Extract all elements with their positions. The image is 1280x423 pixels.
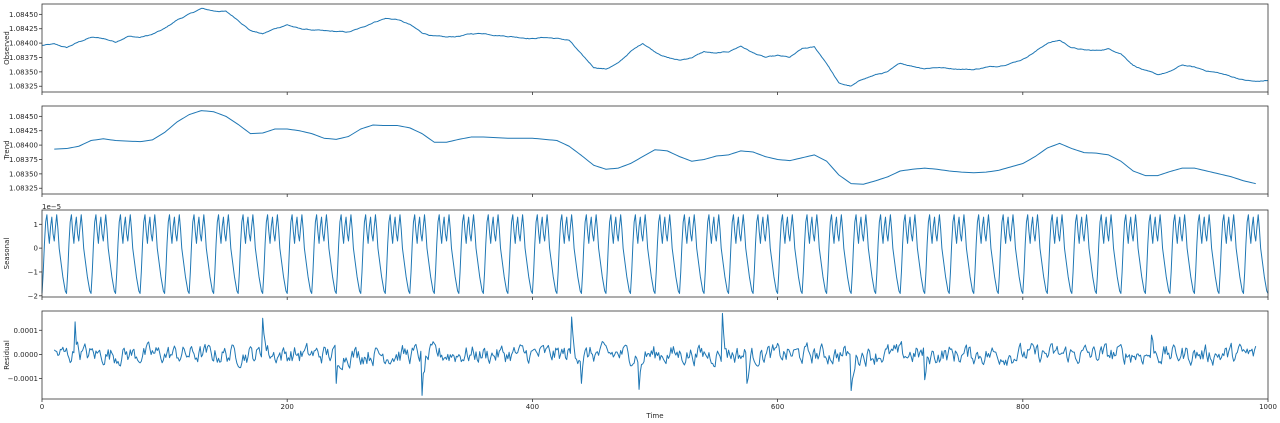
axes-frame bbox=[41, 105, 1269, 195]
y-axis-label: Trend bbox=[3, 140, 11, 160]
y-tick-label: 1.08375 bbox=[9, 54, 38, 62]
y-axis-label: Residual bbox=[3, 340, 11, 370]
y-tick-label: 1.08425 bbox=[9, 25, 38, 33]
y-tick-label: 1.08350 bbox=[9, 68, 38, 76]
series-line-observed bbox=[41, 7, 1269, 87]
y-tick-label: 1.08325 bbox=[9, 83, 38, 91]
y-tick-label: 0.0000 bbox=[14, 351, 39, 359]
y-tick-label: −2 bbox=[28, 292, 38, 300]
y-tick-label: 1.08400 bbox=[9, 142, 38, 150]
y-tick-label: 1.08350 bbox=[9, 170, 38, 178]
panel-trend: 1.08325 1.08350 1.08375 1.08400 1.08425 1.084… bbox=[3, 105, 1269, 197]
y-axis-label: Observed bbox=[3, 31, 11, 65]
series-line-residual bbox=[53, 312, 1257, 396]
x-axis-label: Time bbox=[645, 412, 663, 420]
panel-observed: 1.08325 1.08350 1.08375 1.08400 1.08425 1.084… bbox=[3, 3, 1269, 95]
y-tick-label: 1.08375 bbox=[9, 156, 38, 164]
panel-residual: −0.0001 0.0000 0.0001 0 200 400 600 800 1000 Resi… bbox=[3, 310, 1277, 411]
y-tick-label: 1 bbox=[34, 221, 38, 229]
series-line-trend bbox=[54, 110, 1256, 185]
x-tick-label: 200 bbox=[281, 403, 294, 411]
y-tick-label: −1 bbox=[28, 268, 38, 276]
panel-seasonal: −2 −1 0 1 Seasonal 1e−5 bbox=[3, 203, 1269, 300]
y-tick-label: 1.08450 bbox=[9, 11, 38, 19]
y-tick-label: 1.08425 bbox=[9, 127, 38, 135]
axes-frame bbox=[41, 209, 1269, 298]
x-tick-label: 0 bbox=[40, 403, 44, 411]
series-line-seasonal bbox=[41, 214, 1269, 294]
y-offset-text: 1e−5 bbox=[42, 203, 61, 211]
axes-frame bbox=[41, 3, 1269, 93]
y-tick-label: 1.08400 bbox=[9, 40, 38, 48]
y-tick-label: 0 bbox=[34, 245, 38, 253]
y-tick-label: −0.0001 bbox=[8, 375, 38, 383]
y-tick-label: 1.08325 bbox=[9, 185, 38, 193]
y-tick-label: 0.0001 bbox=[14, 327, 39, 335]
x-tick-label: 600 bbox=[771, 403, 784, 411]
x-tick-label: 1000 bbox=[1259, 403, 1277, 411]
y-tick-label: 1.08450 bbox=[9, 113, 38, 121]
x-tick-label: 400 bbox=[526, 403, 539, 411]
y-axis-label: Seasonal bbox=[3, 238, 11, 270]
axes-frame bbox=[41, 310, 1269, 400]
x-tick-label: 800 bbox=[1016, 403, 1029, 411]
